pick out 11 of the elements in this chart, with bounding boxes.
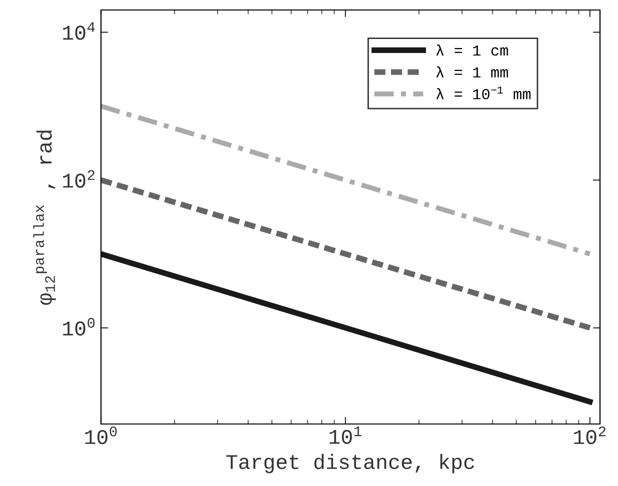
y-tick-label: 10$^{4}$: [63, 22, 95, 40]
x-tick-label: 10$^{0}$: [85, 426, 117, 444]
y-axis-title: φ$_{12}$$^{parallax}$ , rad: [33, 130, 56, 305]
legend-label: λ = 1 mm: [436, 66, 508, 78]
y-tick-label: 10$^{2}$: [63, 170, 94, 188]
y-tick-label: 10$^{0}$: [63, 318, 95, 336]
x-axis-title: Target distance, kpc: [226, 454, 474, 474]
legend-label: λ = 1 cm: [436, 44, 508, 56]
legend-label: λ = 10$^{−1}$ mm: [436, 86, 531, 100]
x-tick-label: 10$^{1}$: [330, 426, 362, 444]
x-tick-label: 10$^{2}$: [574, 426, 606, 444]
